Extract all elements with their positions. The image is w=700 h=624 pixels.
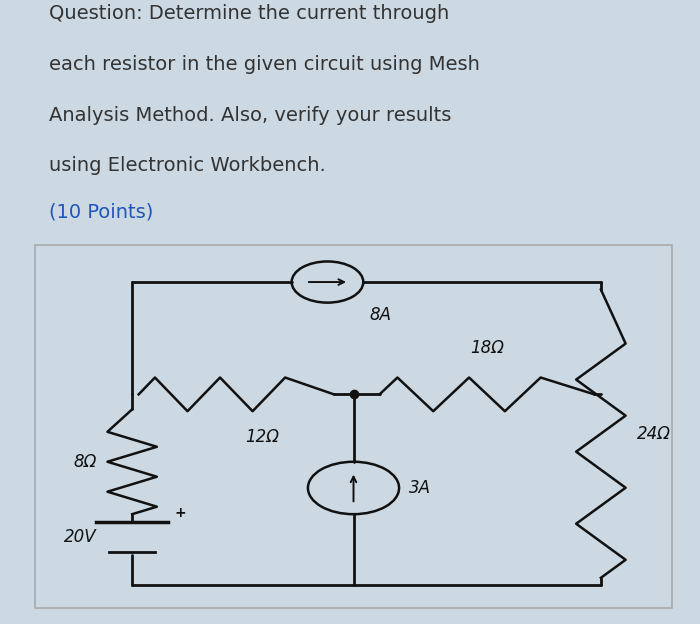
Text: 3A: 3A (409, 479, 430, 497)
Text: Analysis Method. Also, verify your results: Analysis Method. Also, verify your resul… (49, 105, 451, 125)
Text: 8A: 8A (370, 306, 392, 324)
Text: using Electronic Workbench.: using Electronic Workbench. (49, 157, 326, 175)
Text: 12Ω: 12Ω (246, 428, 279, 446)
Text: each resistor in the given circuit using Mesh: each resistor in the given circuit using… (49, 55, 480, 74)
Text: +: + (174, 506, 186, 520)
Text: 18Ω: 18Ω (470, 339, 504, 357)
Text: 8Ω: 8Ω (73, 453, 97, 470)
Text: 20V: 20V (64, 528, 97, 545)
Text: 24Ω: 24Ω (637, 425, 671, 442)
Text: (10 Points): (10 Points) (49, 203, 153, 222)
Text: Question: Determine the current through: Question: Determine the current through (49, 4, 449, 23)
